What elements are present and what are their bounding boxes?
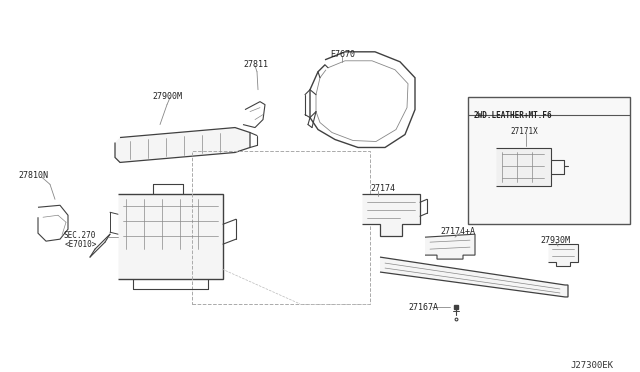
Text: 2WD.LEATHER+MT.F6: 2WD.LEATHER+MT.F6: [474, 110, 552, 120]
Polygon shape: [496, 148, 551, 186]
Text: 27167A: 27167A: [408, 303, 438, 312]
Polygon shape: [425, 234, 475, 259]
Text: 27810N: 27810N: [18, 171, 48, 180]
Text: J27300EK: J27300EK: [570, 361, 613, 370]
Text: 27171X: 27171X: [510, 126, 538, 135]
Text: 27174+A: 27174+A: [440, 227, 475, 236]
Text: 27174: 27174: [370, 185, 395, 193]
Polygon shape: [548, 244, 578, 266]
Text: E7670: E7670: [330, 50, 355, 59]
Text: 27811: 27811: [243, 60, 268, 69]
Text: 27930M: 27930M: [540, 236, 570, 245]
Text: 27900M: 27900M: [152, 92, 182, 101]
Polygon shape: [380, 257, 568, 297]
Text: SEC.270: SEC.270: [63, 231, 95, 240]
Bar: [192, 151, 370, 304]
Polygon shape: [362, 194, 420, 236]
Polygon shape: [118, 194, 223, 279]
Text: <E7010>: <E7010>: [65, 240, 97, 249]
Bar: [468, 97, 630, 224]
Polygon shape: [115, 128, 250, 163]
